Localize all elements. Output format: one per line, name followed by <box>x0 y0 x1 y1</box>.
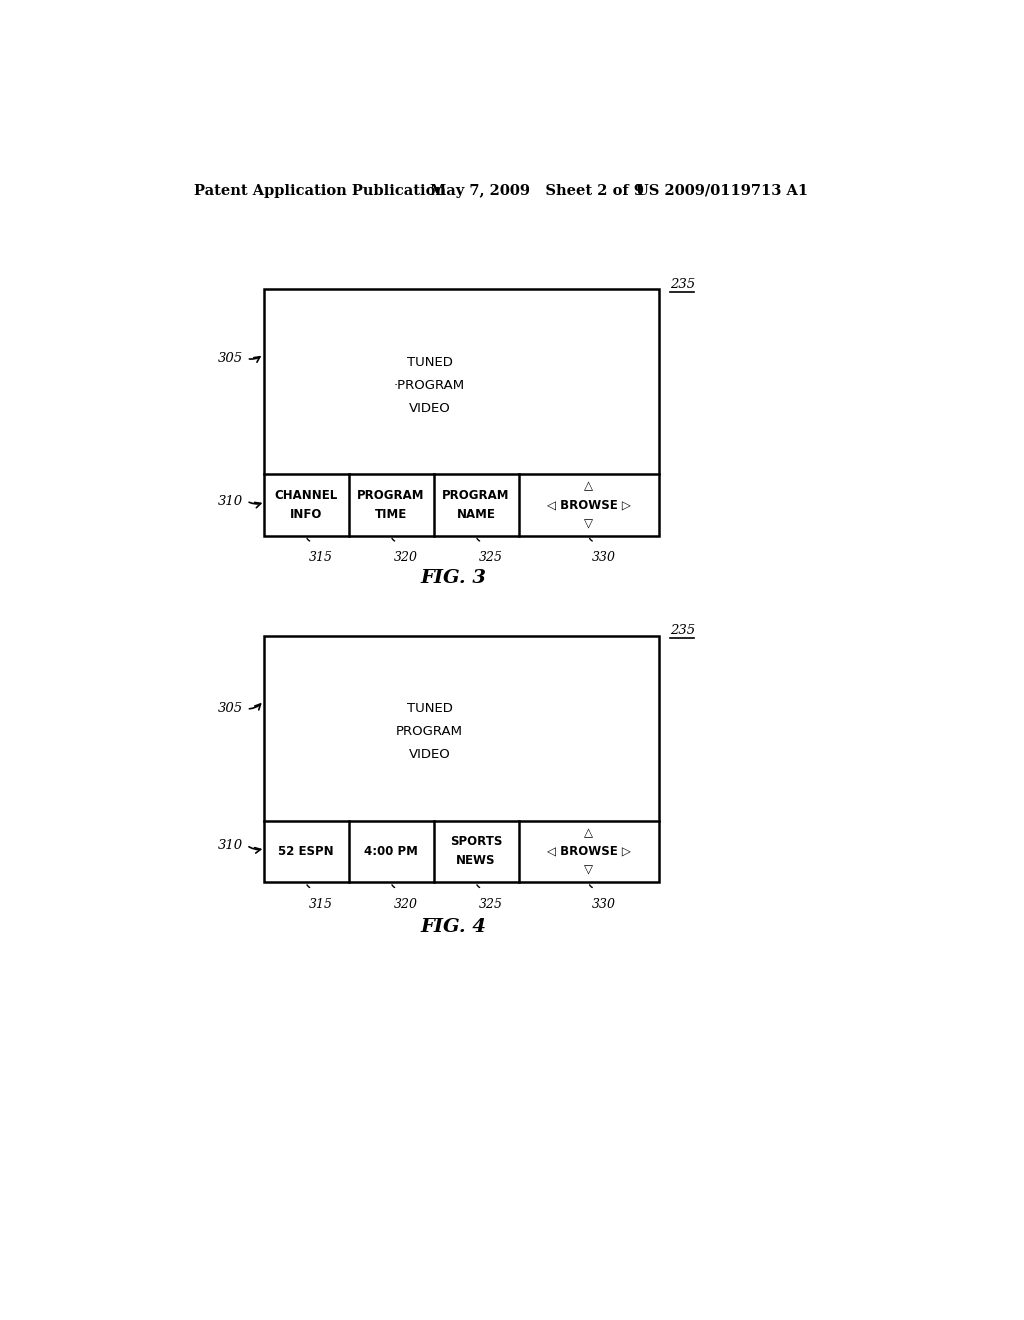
Text: TUNED
PROGRAM
VIDEO: TUNED PROGRAM VIDEO <box>396 702 463 762</box>
Text: 4:00 PM: 4:00 PM <box>365 845 418 858</box>
Text: TUNED
·PROGRAM
VIDEO: TUNED ·PROGRAM VIDEO <box>394 356 465 414</box>
Text: △
◁ BROWSE ▷
▽: △ ◁ BROWSE ▷ ▽ <box>547 479 631 531</box>
Text: 315: 315 <box>309 552 333 564</box>
Bar <box>263 289 658 536</box>
Text: Patent Application Publication: Patent Application Publication <box>194 183 445 198</box>
Text: 325: 325 <box>479 552 503 564</box>
Text: △
◁ BROWSE ▷
▽: △ ◁ BROWSE ▷ ▽ <box>547 826 631 876</box>
Text: 315: 315 <box>309 898 333 911</box>
Text: 310: 310 <box>217 838 243 851</box>
Text: 310: 310 <box>217 495 243 508</box>
Bar <box>263 636 658 882</box>
Text: 305: 305 <box>217 352 243 366</box>
Text: FIG. 4: FIG. 4 <box>421 917 486 936</box>
Text: CHANNEL
INFO: CHANNEL INFO <box>274 488 338 521</box>
Text: 320: 320 <box>394 898 418 911</box>
Text: SPORTS
NEWS: SPORTS NEWS <box>450 836 502 867</box>
Text: 320: 320 <box>394 552 418 564</box>
Text: 52 ESPN: 52 ESPN <box>279 845 334 858</box>
Text: FIG. 3: FIG. 3 <box>421 569 486 587</box>
Text: PROGRAM
TIME: PROGRAM TIME <box>357 488 425 521</box>
Text: 235: 235 <box>671 624 695 638</box>
Text: 235: 235 <box>671 277 695 290</box>
Text: May 7, 2009   Sheet 2 of 9: May 7, 2009 Sheet 2 of 9 <box>430 183 644 198</box>
Text: 325: 325 <box>479 898 503 911</box>
Text: US 2009/0119713 A1: US 2009/0119713 A1 <box>636 183 808 198</box>
Text: 330: 330 <box>592 552 615 564</box>
Text: 330: 330 <box>592 898 615 911</box>
Text: PROGRAM
NAME: PROGRAM NAME <box>442 488 510 521</box>
Text: 305: 305 <box>217 702 243 715</box>
